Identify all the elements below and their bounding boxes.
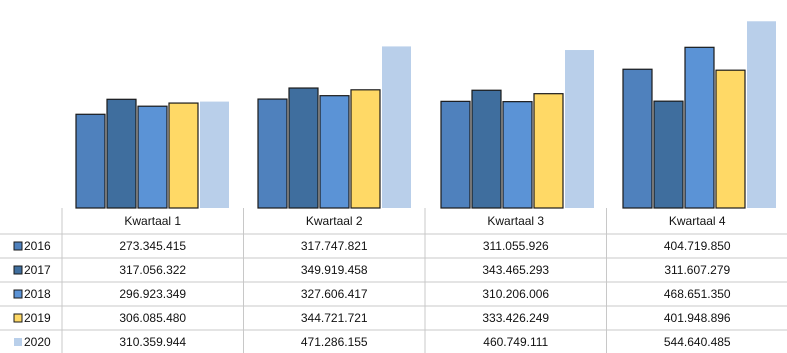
bar-2017-2 [288,87,319,209]
category-label: Kwartaal 3 [487,214,544,228]
legend-label-2018: 2018 [24,287,51,301]
bar-2017-3 [471,89,502,209]
bar-2016-4 [622,68,653,209]
bar-2020-2 [382,46,411,209]
data-label-2017-2: 349.919.458 [301,263,368,277]
legend-key-2020 [14,338,22,346]
data-label-2018-1: 296.923.349 [119,287,186,301]
bar-2020-4 [747,21,776,209]
data-label-2020-1: 310.359.944 [119,335,186,349]
bar-2019-1 [168,102,199,209]
bar-2019-4 [715,69,746,209]
data-label-2016-3: 311.055.926 [483,239,549,253]
bar-2017-4 [653,100,684,209]
bar-2020-1 [200,101,229,208]
data-label-2019-1: 306.085.480 [119,311,186,325]
category-label: Kwartaal 2 [306,214,363,228]
bar-2020-3 [565,50,594,209]
data-label-2019-3: 333.426.249 [482,311,549,325]
data-label-2019-2: 344.721.721 [301,311,368,325]
legend-label-2016: 2016 [24,239,51,253]
data-label-2018-3: 310.206.006 [482,287,549,301]
bar-2018-1 [137,105,168,209]
bar-2018-4 [684,46,715,209]
legend-key-2019 [13,313,23,323]
data-label-2018-2: 327.606.417 [301,287,368,301]
category-label: Kwartaal 1 [124,214,181,228]
data-label-2016-4: 404.719.850 [664,239,731,253]
legend-key-2016 [13,241,23,251]
bar-2018-2 [319,95,350,209]
category-label: Kwartaal 4 [669,214,726,228]
bar-2017-1 [106,98,137,209]
legend-key-2017 [13,265,23,275]
data-label-2016-1: 273.345.415 [119,239,186,253]
data-label-2020-4: 544.640.485 [664,335,731,349]
bar-2016-3 [440,100,471,209]
data-label-2020-3: 460.749.111 [483,335,548,349]
data-label-2017-1: 317.056.322 [119,263,186,277]
data-label-2020-2: 471.286.155 [301,335,368,349]
legend-label-2019: 2019 [24,311,51,325]
bar-2018-3 [502,101,533,209]
bar-2019-2 [350,89,381,209]
legend-label-2020: 2020 [24,335,51,349]
bar-2019-3 [533,93,564,209]
data-label-2018-4: 468.651.350 [664,287,731,301]
data-label-2019-4: 401.948.896 [664,311,731,325]
data-label-2016-2: 317.747.821 [301,239,368,253]
bar-2016-1 [75,113,106,209]
data-label-2017-3: 343.465.293 [482,263,549,277]
legend-label-2017: 2017 [24,263,51,277]
bar-2016-2 [257,98,288,209]
legend-key-2018 [13,289,23,299]
data-label-2017-4: 311.607.279 [664,263,730,277]
